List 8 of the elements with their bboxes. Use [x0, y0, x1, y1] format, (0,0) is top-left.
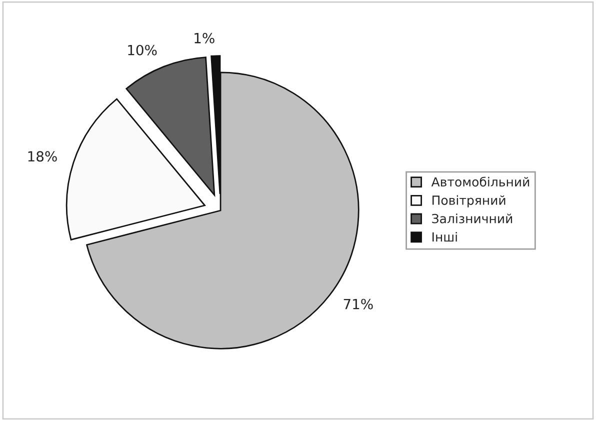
data-label: 10% [128, 44, 157, 56]
data-label: 18% [28, 151, 57, 162]
data-label: 1% [194, 32, 214, 44]
legend-label: Інші [432, 232, 457, 242]
legend-label: Повітряний [432, 195, 506, 208]
legend-label: Залізничний [432, 214, 512, 224]
data-label: 71% [344, 298, 373, 310]
legend-label: Автомобільний [431, 176, 530, 187]
